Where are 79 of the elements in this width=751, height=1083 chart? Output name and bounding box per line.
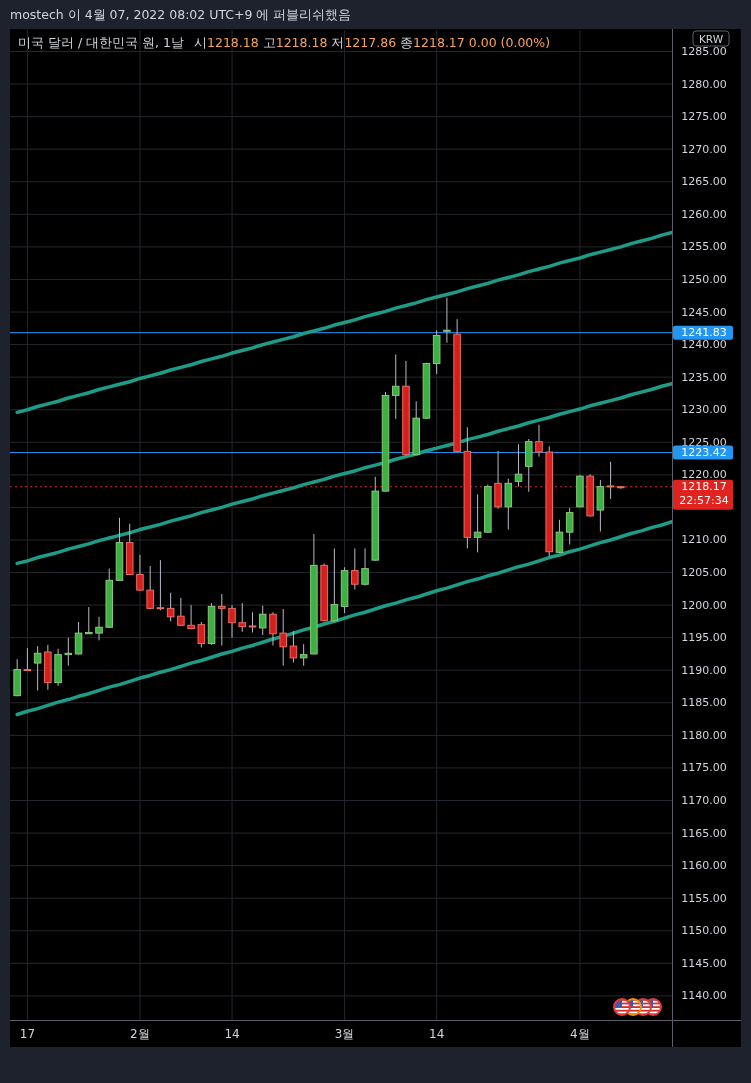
y-tick-label: 1280.00 [681, 77, 727, 91]
candlestick [391, 353, 400, 420]
candlestick [330, 547, 339, 622]
y-tick-label: 1265.00 [681, 175, 727, 189]
y-tick-label: 1255.00 [681, 240, 727, 254]
candlestick [279, 608, 287, 667]
y-tick-label: 1235.00 [681, 370, 727, 384]
candlestick [299, 643, 308, 667]
candlestick [74, 621, 83, 656]
candlestick [504, 478, 513, 531]
candlestick [269, 611, 277, 646]
candlestick [146, 565, 154, 610]
candlestick [351, 547, 359, 590]
candlestick [535, 424, 543, 458]
candlestick [197, 621, 206, 648]
candlestick [177, 597, 185, 627]
x-tick-label: 2월 [130, 1027, 150, 1041]
x-tick-label: 3월 [334, 1027, 355, 1041]
y-tick-label: 1230.00 [681, 403, 727, 417]
y-tick-label: 1155.00 [681, 891, 727, 905]
candlestick [514, 443, 523, 488]
candlestick [64, 637, 73, 667]
y-tick-label: 1270.00 [681, 142, 727, 156]
y-tick-label: 1260.00 [681, 207, 727, 221]
candlestick [565, 507, 574, 546]
y-tick-label: 1240.00 [681, 338, 727, 352]
ref-line-label: 1241.83 [681, 326, 727, 340]
candlestick [136, 554, 144, 592]
candlestick [166, 592, 175, 622]
candlestick [258, 605, 267, 636]
y-tick-label: 1190.00 [681, 663, 727, 677]
y-tick-label: 1250.00 [681, 272, 727, 286]
candlestick [248, 611, 257, 633]
y-tick-label: 1185.00 [681, 696, 727, 710]
y-tick-label: 1200.00 [681, 598, 727, 612]
x-tick-label: 14 [224, 1027, 240, 1041]
y-tick-label: 1140.00 [681, 989, 727, 1003]
candlestick [85, 606, 93, 635]
candlestick [494, 450, 502, 510]
candlestick [289, 630, 298, 663]
candlestick [156, 559, 165, 611]
line-series [15, 381, 672, 566]
candlestick [361, 547, 369, 587]
ref-line-label: 1223.42 [681, 446, 727, 460]
y-tick-label: 1285.00 [681, 44, 727, 58]
chart-subtitle: mostech 이 4월 07, 2022 08:02 UTC+9 에 퍼블리쉬했음 [10, 6, 352, 22]
x-tick-label: 14 [429, 1027, 445, 1041]
y-tick-label: 1205.00 [681, 566, 727, 580]
candlestick [555, 519, 564, 554]
candlestick [238, 602, 247, 633]
y-tick-label: 1165.00 [681, 826, 727, 840]
candlestick [187, 604, 195, 630]
candlestick [33, 645, 42, 691]
y-tick-label: 1175.00 [681, 761, 727, 775]
chart-title: 미국 달러 / 대한민국 원, 1날 [18, 34, 185, 50]
x-tick-label: 17 [19, 1027, 36, 1041]
candlestick [228, 604, 236, 639]
y-tick-label: 1225.00 [681, 435, 727, 449]
line-series [15, 230, 672, 415]
candlestick [23, 647, 32, 672]
y-tick-label: 1275.00 [681, 110, 727, 124]
y-tick-label: 1245.00 [681, 305, 727, 319]
y-tick-label: 1150.00 [681, 924, 727, 938]
y-tick-label: 1170.00 [681, 794, 727, 808]
ref-line-label: 1218.17 22:57:34 [679, 480, 729, 508]
candlestick [95, 616, 103, 641]
candlestick [443, 297, 451, 344]
line-series [15, 519, 672, 717]
y-tick-label: 1220.00 [681, 468, 727, 482]
text: KRW [698, 32, 724, 45]
y-tick-label: 1180.00 [681, 728, 727, 742]
candlestick [473, 493, 482, 553]
y-tick-label: 1210.00 [681, 533, 727, 547]
candlestick [218, 593, 226, 646]
candlestick [596, 479, 605, 533]
y-tick-label: 1160.00 [681, 859, 727, 873]
y-tick-label: 1145.00 [681, 956, 727, 970]
y-tick-label: 1195.00 [681, 631, 727, 645]
x-tick-label: 4월 [570, 1027, 590, 1041]
